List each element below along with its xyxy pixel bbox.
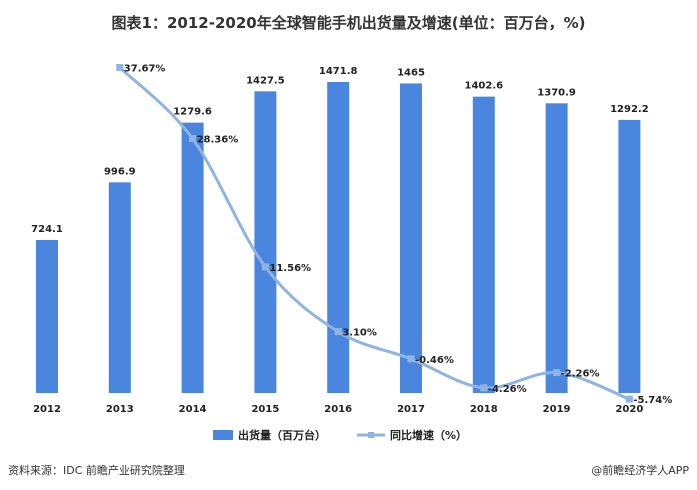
bar-2013	[108, 182, 131, 393]
x-tick-2018: 2018	[470, 404, 498, 415]
bar-2014	[181, 122, 204, 394]
bar-label-2014: 1279.6	[173, 107, 212, 118]
growth-label-2016: 3.10%	[342, 328, 377, 339]
growth-label-2019: -2.26%	[561, 369, 600, 380]
x-tick-2017: 2017	[397, 404, 425, 415]
legend: 出货量（百万台） 同比增速（%）	[213, 428, 467, 442]
legend-bar-label: 出货量（百万台）	[238, 428, 326, 442]
bar-labels-group: 724.1 996.9 1279.6 1427.5 1471.8 1465 1402.6 13…	[31, 66, 649, 235]
growth-label-2018: -4.26%	[488, 384, 527, 395]
bar-label-2015: 1427.5	[246, 75, 285, 86]
x-tick-2014: 2014	[179, 404, 207, 415]
brand-credit: @前瞻经济学人APP	[591, 464, 689, 477]
growth-point-2019	[553, 369, 561, 377]
x-tick-2015: 2015	[251, 404, 279, 415]
growth-point-2013	[116, 64, 124, 72]
bar-label-2019: 1370.9	[537, 87, 576, 98]
bar-label-2013: 996.9	[104, 166, 136, 177]
growth-point-2016	[334, 328, 342, 336]
bar-2016	[327, 82, 350, 393]
legend-bar-swatch	[213, 430, 233, 440]
legend-line-label: 同比增速（%）	[390, 428, 467, 442]
bar-2020	[618, 119, 641, 394]
x-tick-2013: 2013	[106, 404, 134, 415]
growth-points-group	[116, 64, 633, 403]
bar-label-2017: 1465	[397, 67, 425, 78]
x-tick-2020: 2020	[615, 404, 643, 415]
x-tick-labels-group: 2012 2013 2014 2015 2016 2017 2018 2019 2020	[33, 404, 643, 415]
growth-label-2014: 28.36%	[197, 135, 239, 146]
x-tick-2019: 2019	[543, 404, 571, 415]
bar-label-2016: 1471.8	[319, 66, 358, 77]
growth-label-2015: 11.56%	[269, 263, 311, 274]
legend-line-marker	[368, 432, 374, 438]
growth-point-2015	[261, 263, 269, 271]
growth-label-2020: -5.74%	[633, 395, 672, 406]
bar-label-2018: 1402.6	[465, 81, 504, 92]
chart-title: 图表1：2012-2020年全球智能手机出货量及增速(单位：百万台，%)	[111, 14, 586, 32]
bar-2015	[254, 91, 277, 394]
growth-point-2020	[625, 395, 633, 403]
bar-2012	[36, 239, 58, 393]
bar-label-2012: 724.1	[31, 224, 63, 235]
x-tick-2012: 2012	[33, 404, 61, 415]
bar-2019	[545, 103, 568, 393]
x-tick-2016: 2016	[324, 404, 352, 415]
bars-group	[36, 82, 641, 394]
growth-label-2013: 37.67%	[124, 64, 166, 75]
growth-point-2017	[407, 355, 415, 363]
growth-labels-group: 37.67% 28.36% 11.56% 3.10% -0.46% -4.26% -2.26…	[124, 64, 672, 407]
growth-point-2014	[189, 135, 197, 143]
bar-2018	[472, 96, 495, 393]
growth-label-2017: -0.46%	[415, 355, 454, 366]
growth-point-2018	[480, 384, 488, 392]
source-note: 资料来源：IDC 前瞻产业研究院整理	[8, 464, 185, 477]
bar-2017	[400, 83, 422, 393]
bar-label-2020: 1292.2	[610, 104, 649, 115]
